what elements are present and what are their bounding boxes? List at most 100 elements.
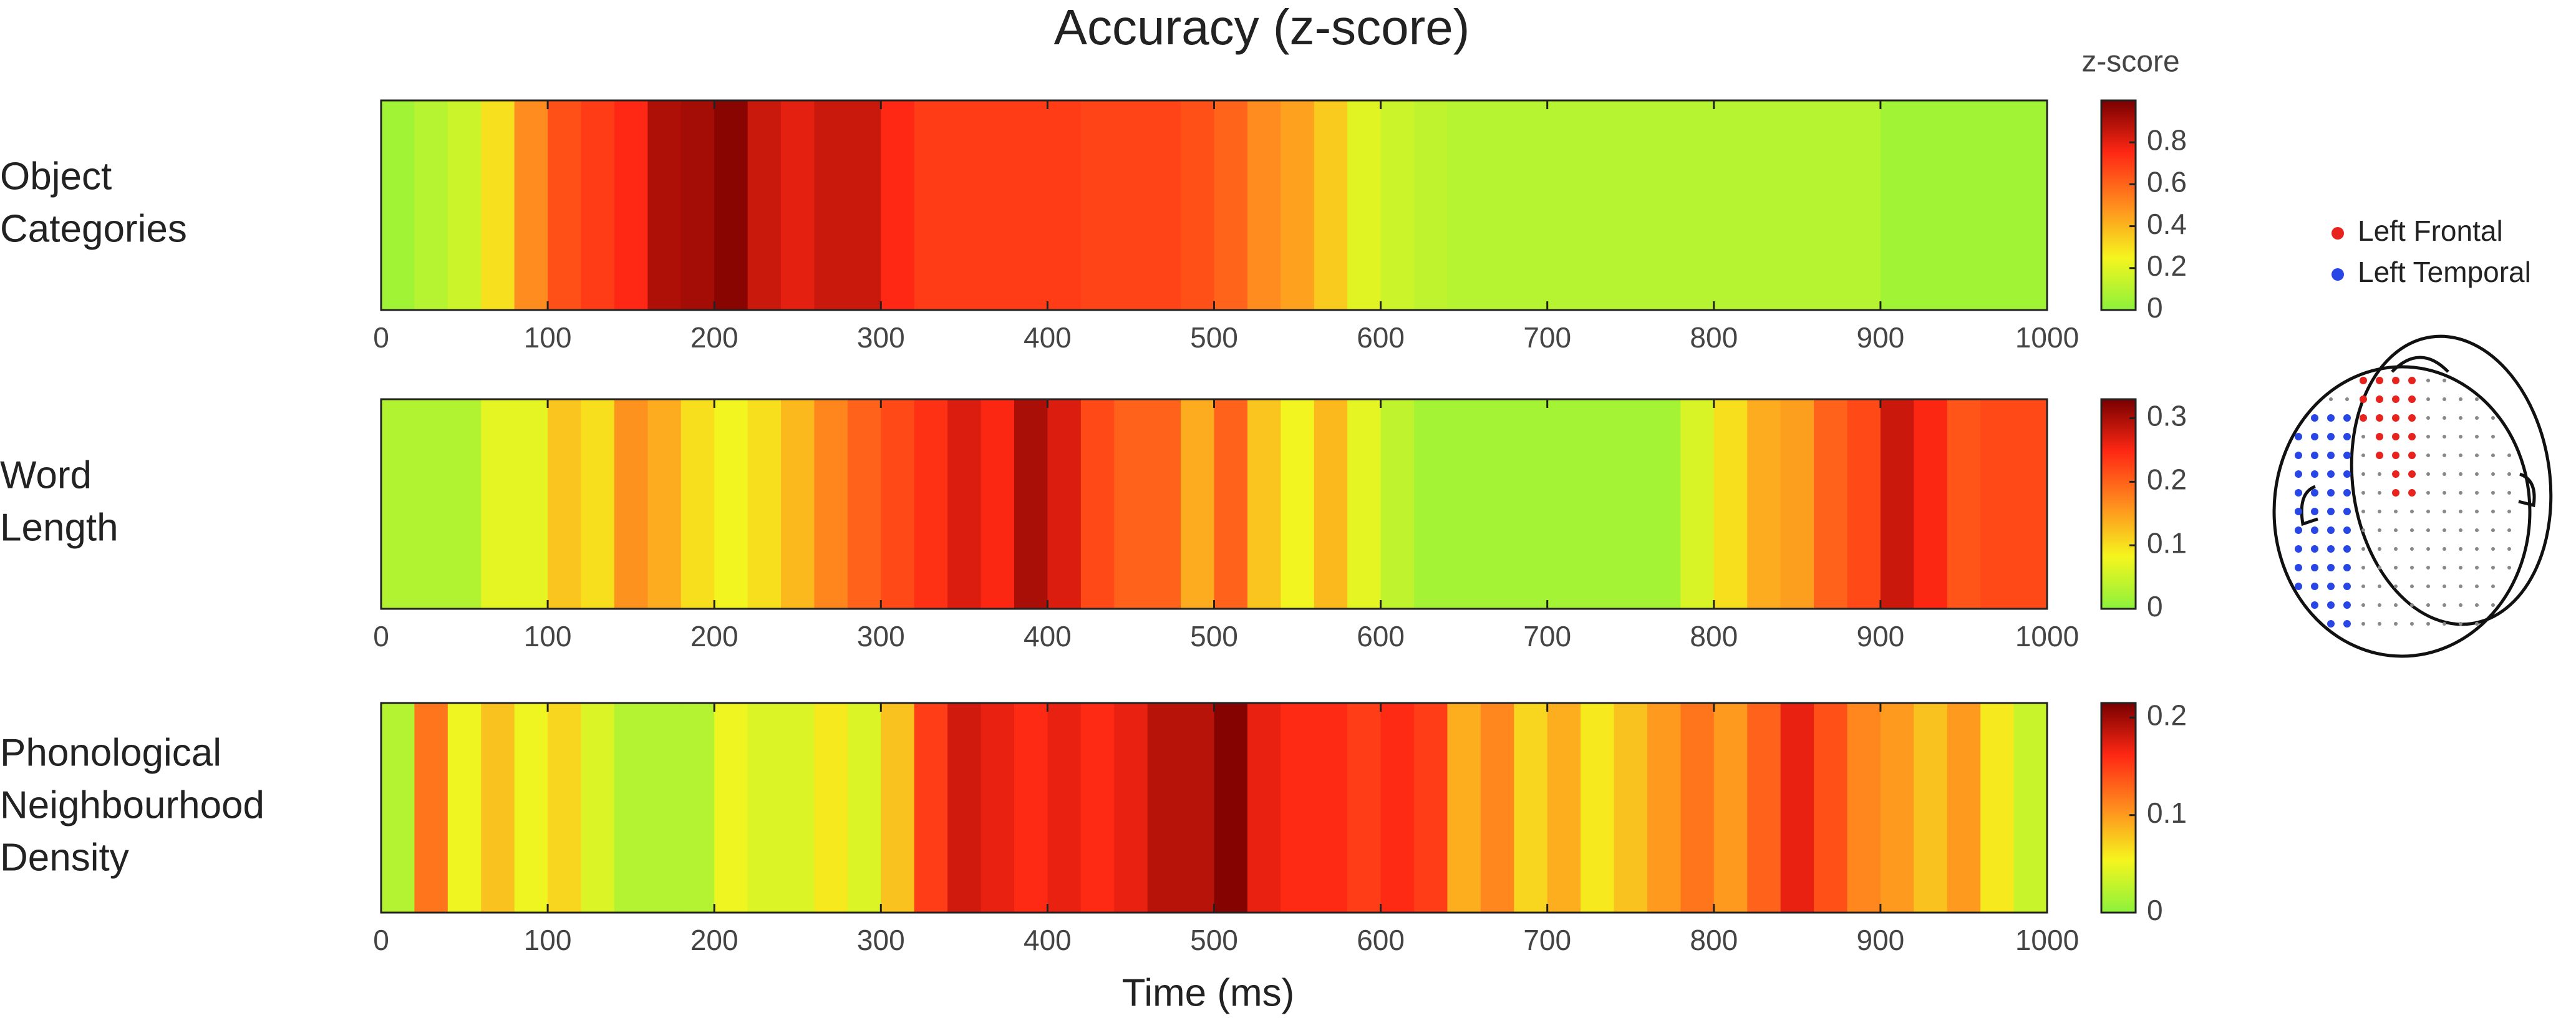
heat-cell [1647, 703, 1682, 913]
heat-cell [1014, 100, 1048, 310]
electrode [2327, 564, 2335, 571]
heat-cell [1514, 399, 1548, 609]
heat-cell [414, 399, 448, 609]
heat-cell [781, 100, 815, 310]
electrode [2443, 491, 2446, 495]
electrode [2459, 491, 2462, 495]
heat-cell [1780, 399, 1814, 609]
electrode [2491, 453, 2495, 457]
heat-cell [1581, 399, 1615, 609]
heat-cell [1314, 399, 1348, 609]
electrode [2327, 452, 2335, 459]
electrode [2443, 603, 2446, 607]
heat-cell [1114, 100, 1148, 310]
heat-cell [1147, 399, 1181, 609]
electrode [2443, 379, 2446, 382]
x-tick-label: 800 [1690, 321, 1738, 354]
row-label: Density [0, 836, 129, 879]
heat-cell [1314, 703, 1348, 913]
heat-cell [714, 399, 748, 609]
colorbar-tick-label: 0.6 [2147, 166, 2187, 198]
heat-cell [1614, 703, 1648, 913]
electrode [2408, 433, 2416, 440]
heat-cell [1914, 703, 1948, 913]
electrode [2459, 435, 2462, 439]
heat-cell [1713, 100, 1748, 310]
electrode [2426, 379, 2430, 382]
electrode [2491, 566, 2495, 570]
heat-cell [914, 703, 948, 913]
heat-cell [747, 399, 782, 609]
electrode [2443, 528, 2446, 532]
electrode [2459, 584, 2462, 588]
electrode [2327, 470, 2335, 478]
electrode [2376, 395, 2383, 403]
heat-cell [714, 703, 748, 913]
colorbar-tick-label: 0.8 [2147, 124, 2187, 156]
electrode [2311, 508, 2318, 515]
heat-cell [1014, 703, 1048, 913]
heat-cell [1547, 703, 1581, 913]
electrode [2475, 453, 2479, 457]
electrode [2408, 452, 2416, 459]
heat-cell [381, 703, 415, 913]
colorbar-tick-label: 0 [2147, 291, 2163, 324]
electrode [2459, 566, 2462, 570]
heat-cell [1214, 703, 1248, 913]
heat-cell [814, 399, 848, 609]
electrode [2376, 433, 2383, 440]
electrode [2392, 414, 2399, 422]
electrode [2426, 472, 2430, 476]
heat-cell [1680, 703, 1715, 913]
electrode [2378, 510, 2381, 513]
x-tick-label: 800 [1690, 924, 1738, 956]
heat-cell [847, 399, 882, 609]
x-tick-label: 400 [1024, 620, 1072, 652]
heat-cell [1147, 703, 1181, 913]
electrode [2443, 435, 2446, 439]
electrode [2410, 547, 2414, 551]
heat-cell [1747, 100, 1781, 310]
colorbar-tick-label: 0.2 [2147, 699, 2187, 732]
electrode [2491, 472, 2495, 476]
heat-cell [1247, 399, 1282, 609]
electrode [2408, 377, 2416, 384]
electrode [2475, 435, 2479, 439]
electrode [2392, 470, 2399, 478]
x-tick-label: 100 [524, 620, 572, 652]
heat-cell [1614, 100, 1648, 310]
electrode [2392, 433, 2399, 440]
heat-cell [1947, 100, 1981, 310]
x-tick-label: 700 [1523, 321, 1571, 354]
heat-cell [781, 399, 815, 609]
electrode [2378, 491, 2381, 495]
electrode [2443, 397, 2446, 401]
heat-cell [447, 399, 482, 609]
x-tick-label: 0 [373, 620, 389, 652]
electrode [2360, 395, 2367, 403]
heat-cell [514, 399, 548, 609]
electrode [2459, 528, 2462, 532]
electrode [2311, 433, 2318, 440]
electrode [2410, 566, 2414, 570]
electrode [2378, 622, 2381, 626]
colorbar-tick-label: 0.4 [2147, 208, 2187, 240]
electrode [2378, 584, 2381, 588]
electrode [2327, 508, 2335, 515]
electrode [2394, 566, 2398, 570]
electrode [2459, 453, 2462, 457]
electrode [2491, 603, 2495, 607]
electrode [2343, 508, 2351, 515]
electrode [2410, 603, 2414, 607]
electrode [2376, 414, 2383, 422]
heat-cell [481, 100, 515, 310]
electrode [2361, 584, 2365, 588]
electrode [2426, 528, 2430, 532]
electrode [2343, 452, 2351, 459]
heat-cell [1947, 399, 1981, 609]
electrode [2295, 583, 2302, 590]
x-tick-label: 400 [1024, 321, 1072, 354]
electrode [2491, 584, 2495, 588]
electrode [2343, 526, 2351, 534]
heat-cell [647, 703, 682, 913]
